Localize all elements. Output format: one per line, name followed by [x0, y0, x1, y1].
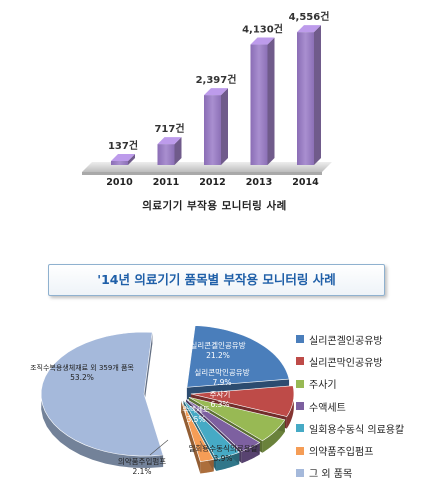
x-tick-label: 2014 [292, 177, 319, 188]
bar-data-label: 4,556건 [289, 10, 330, 23]
bar-chart-floor [82, 162, 332, 172]
pie-slice-label: 실리콘막인공유방 [194, 367, 249, 377]
pie-slice-4 [183, 399, 240, 460]
legend-item: 의약품주입펌프 [296, 439, 404, 461]
pie-slice-1 [190, 385, 295, 417]
x-tick-label: 2013 [246, 177, 272, 188]
legend-item: 그 외 품목 [296, 462, 404, 484]
bar-2014 [297, 25, 321, 165]
legend-item: 일회용수동식 의료용칼 [296, 417, 404, 439]
bar-data-label: 137건 [108, 139, 138, 152]
pie-slice-5 [180, 400, 215, 462]
bar-2010 [111, 154, 135, 165]
pie-slice-percent: 7.9% [212, 378, 231, 387]
bar-data-label: 4,130건 [242, 23, 283, 36]
pie-slice-label: 수액세트 [182, 404, 210, 414]
legend-swatch [296, 357, 304, 366]
legend-label: 실리콘겔인공유방 [309, 335, 383, 347]
legend-swatch [296, 424, 304, 433]
pie-slice-percent: 21.2% [206, 351, 230, 360]
legend-item: 실리콘겔인공유방 [296, 328, 404, 350]
pie-slice-percent: 2.1% [132, 467, 151, 476]
bar-2013 [250, 37, 275, 165]
pie-slice-0 [186, 325, 290, 388]
x-tick-label: 2010 [106, 177, 133, 188]
pie-slice-percent: 6.3% [210, 400, 229, 409]
pie-slice-label: 주사기 [210, 390, 231, 399]
x-tick-label: 2012 [199, 177, 225, 188]
bar-data-label: 2,397건 [196, 73, 237, 86]
pie-slice-percent: 3.9% [213, 454, 232, 463]
bar-data-label: 717건 [154, 122, 184, 135]
legend-swatch [296, 446, 304, 455]
pie-slice-label: 실리콘겔인공유방 [190, 340, 245, 350]
legend-swatch [296, 335, 304, 344]
leader-line [149, 439, 169, 456]
bar-2011 [157, 137, 182, 165]
legend-item: 실리콘막인공유방 [296, 350, 404, 372]
pie-slice-percent: 3.5% [186, 415, 205, 424]
legend-swatch [296, 379, 304, 388]
pie-slice-label: 일회용수동식의료용칼 [189, 443, 258, 453]
legend-label: 실리콘막인공유방 [309, 357, 383, 369]
legend-label: 그 외 품목 [309, 469, 353, 481]
bar-chart: 137건 717건 2,397건 4,130건 4,556건 2010 2011 2012 2… [82, 10, 332, 188]
legend-swatch [296, 468, 304, 477]
pie-slice-label: 조직수복용생체재료 외 359개 품목 [30, 363, 134, 372]
bar-chart-title: 의료기기 부작용 모니터링 사례 [142, 200, 287, 212]
pie-slice-2 [188, 396, 286, 442]
pie-slice-3 [185, 398, 261, 452]
legend-label: 의약품주입펌프 [309, 447, 374, 459]
legend-swatch [296, 402, 304, 411]
bar-2012 [204, 88, 228, 165]
pie-slice-label: 의약품주입펌프 [118, 456, 166, 466]
leader-line [199, 440, 206, 451]
pie-slice-percent: 53.2% [70, 373, 94, 382]
legend-label: 수액세트 [309, 402, 346, 414]
pie-chart-title: '14년 의료기기 품목별 부작용 모니터링 사례 [48, 264, 385, 296]
legend-label: 주사기 [309, 380, 337, 392]
legend-item: 주사기 [296, 373, 404, 395]
legend-item: 수액세트 [296, 395, 404, 417]
legend-label: 일회용수동식 의료용칼 [309, 424, 405, 436]
x-tick-label: 2011 [153, 177, 179, 188]
pie-slice-6 [40, 331, 164, 457]
bar-chart-floor-edge [82, 172, 322, 175]
